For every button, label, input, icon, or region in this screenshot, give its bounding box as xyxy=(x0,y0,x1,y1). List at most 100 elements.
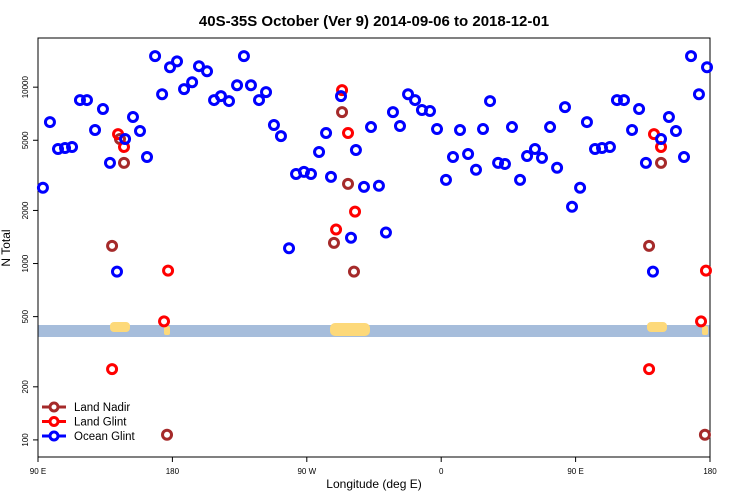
point xyxy=(161,428,174,441)
y-tick-label: 2000 xyxy=(21,201,30,219)
point xyxy=(201,65,214,78)
point xyxy=(685,50,698,63)
point xyxy=(231,79,244,92)
point xyxy=(566,200,579,213)
point xyxy=(336,106,349,119)
point xyxy=(462,147,475,160)
y-tick-label: 100 xyxy=(21,433,30,447)
y-tick-label: 200 xyxy=(21,380,30,394)
point xyxy=(454,123,467,136)
point xyxy=(59,141,72,154)
point xyxy=(66,140,79,153)
legend-marker xyxy=(48,416,60,427)
point xyxy=(313,145,326,158)
point xyxy=(365,121,378,134)
point xyxy=(149,50,162,63)
point xyxy=(244,79,257,92)
legend-label: Land Glint xyxy=(74,417,127,429)
point xyxy=(536,151,548,164)
point xyxy=(119,133,132,146)
point xyxy=(349,144,362,157)
legend-label: Ocean Glint xyxy=(74,431,136,443)
land xyxy=(647,322,667,332)
point xyxy=(349,205,362,218)
point xyxy=(162,264,175,277)
point xyxy=(372,179,385,192)
point xyxy=(345,231,358,244)
point xyxy=(192,60,205,73)
point xyxy=(334,90,347,103)
point xyxy=(580,116,593,129)
point xyxy=(386,106,399,119)
legend-label: Land Nadir xyxy=(74,402,130,414)
point xyxy=(521,150,534,163)
y-axis-label: N Total xyxy=(0,229,13,266)
plot-frame xyxy=(37,37,711,458)
point xyxy=(701,61,714,74)
x-tick-label: 90 E xyxy=(567,467,583,476)
point xyxy=(103,156,116,169)
point xyxy=(260,86,273,99)
point xyxy=(106,363,119,376)
point xyxy=(498,157,511,170)
point xyxy=(186,76,199,89)
land xyxy=(330,323,370,336)
point xyxy=(96,102,109,115)
point xyxy=(73,94,86,107)
point xyxy=(330,223,343,236)
point xyxy=(643,363,656,376)
point xyxy=(655,133,668,146)
point xyxy=(698,428,711,441)
point xyxy=(106,239,119,252)
y-tick-label: 10000 xyxy=(21,75,30,98)
chart-title: 40S-35S October (Ver 9) 2014-09-06 to 20… xyxy=(199,13,549,30)
x-tick-label: 0 xyxy=(439,467,444,476)
point xyxy=(171,55,184,68)
point xyxy=(610,94,623,107)
point xyxy=(446,150,459,163)
x-tick-label: 90 W xyxy=(297,467,316,476)
point xyxy=(695,315,708,328)
point xyxy=(393,120,406,133)
point xyxy=(126,111,139,124)
point xyxy=(141,150,154,163)
point xyxy=(699,264,712,277)
point xyxy=(379,226,392,239)
point xyxy=(603,140,616,153)
ocean-band xyxy=(38,325,710,337)
point xyxy=(626,123,639,136)
point xyxy=(342,177,355,190)
point xyxy=(158,315,171,328)
point xyxy=(439,173,452,186)
y-tick-label: 5000 xyxy=(21,131,30,149)
x-tick-label: 90 E xyxy=(30,467,46,476)
point xyxy=(118,156,131,169)
point xyxy=(692,88,705,101)
land xyxy=(110,322,130,332)
point xyxy=(110,265,123,278)
point xyxy=(558,101,571,114)
point xyxy=(431,123,444,136)
point xyxy=(528,143,541,156)
point xyxy=(669,125,682,138)
point xyxy=(544,121,557,134)
y-tick-label: 500 xyxy=(21,309,30,323)
point xyxy=(469,163,482,176)
point xyxy=(253,94,266,107)
point xyxy=(505,121,518,134)
x-axis-label: Longitude (deg E) xyxy=(326,477,421,491)
point xyxy=(633,102,646,115)
point xyxy=(178,83,191,96)
point xyxy=(324,170,337,183)
point xyxy=(662,111,675,124)
land xyxy=(702,326,708,335)
land xyxy=(164,326,170,335)
point xyxy=(267,119,280,132)
point xyxy=(655,156,668,169)
point xyxy=(43,116,56,129)
x-tick-label: 180 xyxy=(166,467,180,476)
point xyxy=(342,126,355,139)
point xyxy=(643,239,656,252)
map-strip xyxy=(38,322,710,337)
